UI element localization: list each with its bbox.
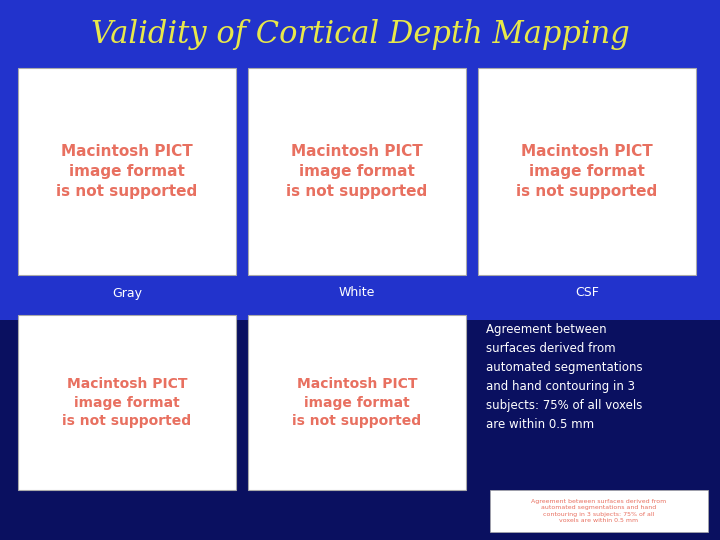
Bar (0, 0, 720, 320)
Bar (490, 490, 708, 532)
Text: Agreement between
surfaces derived from
automated segmentations
and hand contour: Agreement between surfaces derived from … (486, 323, 643, 431)
Text: Macintosh PICT
image format
is not supported: Macintosh PICT image format is not suppo… (56, 144, 197, 199)
Text: Macintosh PICT
image format
is not supported: Macintosh PICT image format is not suppo… (292, 377, 422, 428)
Bar (0, 320, 720, 540)
Bar (18, 68, 236, 275)
Text: White: White (339, 287, 375, 300)
Text: Macintosh PICT
image format
is not supported: Macintosh PICT image format is not suppo… (63, 377, 192, 428)
Bar (248, 315, 466, 490)
Text: Gray: Gray (112, 287, 142, 300)
Text: Validity of Cortical Depth Mapping: Validity of Cortical Depth Mapping (91, 19, 629, 51)
Bar (478, 68, 696, 275)
Text: Macintosh PICT
image format
is not supported: Macintosh PICT image format is not suppo… (516, 144, 657, 199)
Bar (248, 68, 466, 275)
Text: Macintosh PICT
image format
is not supported: Macintosh PICT image format is not suppo… (287, 144, 428, 199)
Bar (18, 315, 236, 490)
Text: CSF: CSF (575, 287, 599, 300)
Text: Agreement between surfaces derived from
automated segmentations and hand
contour: Agreement between surfaces derived from … (531, 499, 667, 523)
